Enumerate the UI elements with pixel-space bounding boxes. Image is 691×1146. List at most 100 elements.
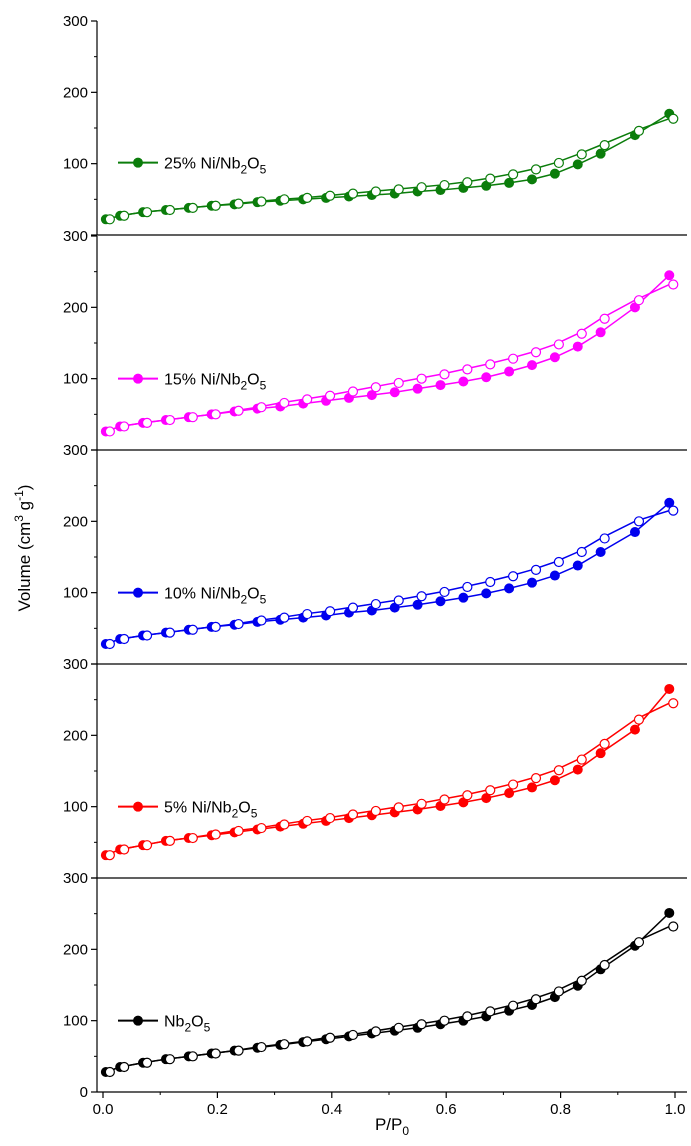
adsorption-point: [595, 547, 606, 558]
adsorption-point: [549, 168, 560, 179]
adsorption-point: [595, 327, 606, 338]
adsorption-point: [504, 583, 515, 594]
adsorption-point: [412, 383, 423, 394]
adsorption-point: [664, 270, 675, 281]
desorption-point: [279, 819, 290, 830]
desorption-point: [508, 571, 519, 582]
y-tick-label: 300: [63, 656, 88, 673]
legend-marker: [133, 1015, 143, 1026]
adsorption-point: [595, 148, 606, 159]
desorption-point: [324, 606, 336, 617]
desorption-point: [233, 198, 244, 209]
desorption-point: [233, 618, 244, 630]
desorption-point: [279, 612, 290, 623]
desorption-point: [119, 844, 130, 855]
desorption-point: [439, 794, 450, 805]
desorption-point: [256, 196, 267, 207]
adsorption-point: [481, 793, 492, 804]
y-tick-label: 300: [63, 228, 88, 245]
legend-label: 15% Ni/Nb2O5: [164, 372, 267, 393]
adsorption-point: [549, 352, 560, 363]
x-tick-label: 0.0: [93, 1101, 114, 1118]
legend-item: 10% Ni/Nb2O5: [118, 586, 267, 607]
legend-label: 25% Ni/Nb2O5: [164, 156, 267, 177]
legend-label-sub: 2: [240, 163, 247, 177]
desorption-series-line: [105, 702, 670, 856]
legend-marker: [133, 157, 143, 168]
desorption-point: [485, 173, 496, 184]
adsorption-point: [458, 376, 469, 387]
legend-label-sub: 5: [260, 379, 267, 393]
desorption-point: [210, 409, 221, 420]
desorption-point: [393, 802, 404, 813]
desorption-point: [347, 386, 359, 397]
y-tick-label: 100: [63, 156, 88, 173]
adsorption-point: [412, 599, 423, 610]
x-axis-title-sub: 0: [402, 1124, 409, 1138]
desorption-point: [347, 188, 359, 199]
panel-0: 100 200 300 25% Ni/Nb2O5: [63, 13, 687, 236]
x-tick-label: 1.0: [665, 1101, 686, 1118]
adsorption-point: [549, 570, 560, 581]
desorption-point: [508, 779, 519, 790]
desorption-point: [187, 202, 198, 213]
legend-label-part: O: [191, 1014, 203, 1031]
y-tick-label: 100: [63, 1013, 88, 1030]
desorption-point: [104, 638, 115, 650]
desorption-point: [668, 698, 679, 709]
desorption-point: [553, 339, 564, 350]
desorption-point: [324, 390, 336, 401]
desorption-point: [393, 377, 404, 389]
x-axis-title: P/P0: [375, 1115, 409, 1138]
legend-label-part: Nb: [164, 1014, 185, 1031]
legend-label-part: 15% Ni/Nb: [164, 372, 241, 389]
y-tick-label: 200: [63, 84, 88, 101]
desorption-point: [416, 182, 427, 193]
desorption-point: [485, 359, 496, 370]
legend-label-sub: 5: [204, 1021, 211, 1035]
adsorption-point: [504, 366, 515, 377]
desorption-point: [279, 194, 290, 205]
desorption-point: [633, 125, 645, 136]
desorption-point: [302, 608, 313, 620]
desorption-point: [370, 805, 381, 817]
panel-4: 0 100 200 300 Nb2O5: [63, 870, 679, 1101]
desorption-point: [119, 1061, 130, 1073]
desorption-point: [633, 295, 645, 306]
panel-1: 100 200 300 15% Ni/Nb2O5: [63, 228, 687, 451]
x-axis-title-main: P/P: [375, 1115, 402, 1134]
panel-3: 100 200 300 5% Ni/Nb2O5: [63, 656, 687, 879]
desorption-point: [576, 149, 587, 160]
legend-label-sub: 2: [232, 807, 239, 821]
desorption-point: [393, 184, 404, 195]
desorption-point: [668, 505, 679, 516]
desorption-point: [633, 516, 645, 527]
y-tick-label: 200: [63, 513, 88, 530]
desorption-point: [370, 1026, 381, 1037]
desorption-point: [439, 1015, 450, 1026]
desorption-point: [347, 602, 359, 613]
desorption-point: [164, 1054, 176, 1065]
legend-label: 5% Ni/Nb2O5: [164, 800, 258, 821]
x-axis: 0.0 0.2 0.4 0.6 0.8 1.0: [93, 1091, 687, 1118]
legend-label-sub: 5: [251, 807, 258, 821]
y-tick-label: 300: [63, 13, 88, 30]
y-tick-label: 300: [63, 870, 88, 887]
desorption-point: [210, 829, 221, 840]
x-tick-label: 0.2: [207, 1101, 228, 1118]
desorption-point: [633, 937, 645, 948]
desorption-point: [164, 414, 176, 426]
desorption-point: [416, 591, 427, 602]
y-axis-title-part-d: -1: [12, 490, 26, 501]
y-axis-title-part-b: 3: [12, 515, 26, 522]
desorption-point: [462, 790, 473, 801]
desorption-point: [187, 832, 198, 844]
desorption-series-line: [105, 509, 670, 645]
adsorption-point: [572, 159, 583, 170]
adsorption-series-line: [105, 502, 670, 645]
legend-label-part: O: [238, 800, 250, 817]
desorption-series-line: [105, 283, 670, 433]
desorption-point: [439, 369, 450, 380]
